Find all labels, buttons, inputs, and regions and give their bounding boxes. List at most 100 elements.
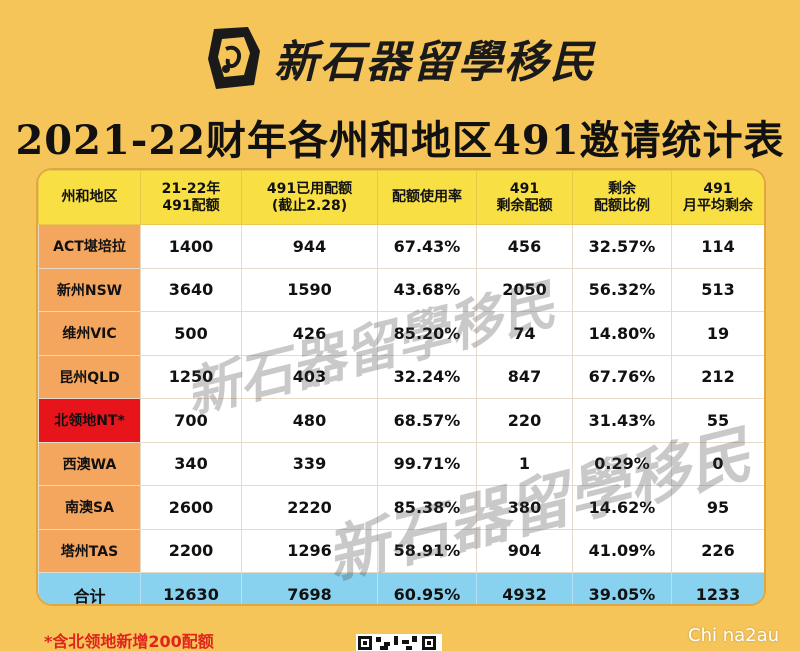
- table-body: ACT堪培拉 1400 944 67.43% 456 32.57% 114 新州NSW 3640…: [38, 224, 764, 573]
- total-cell: 39.05%: [572, 572, 672, 604]
- total-label: 合计: [38, 572, 141, 604]
- table-cell: 74: [476, 311, 573, 356]
- table-cell: 55: [671, 398, 764, 443]
- total-row: 合计 12630 7698 60.95% 4932 39.05% 1233: [38, 572, 764, 604]
- table-cell: 14.80%: [572, 311, 672, 356]
- table-cell: 340: [140, 441, 242, 486]
- region-cell: 维州VIC: [38, 311, 141, 356]
- column-header: 491已用配额 (截止2.28): [241, 170, 378, 225]
- table-cell: 32.57%: [572, 224, 672, 269]
- table-cell: 0: [671, 441, 764, 486]
- table-cell: 32.24%: [377, 354, 477, 399]
- header-row: 州和地区 21-22年 491配额 491已用配额 (截止2.28) 配额使用率 491 剩余…: [38, 170, 764, 225]
- table-cell: 19: [671, 311, 764, 356]
- table-cell: 700: [140, 398, 242, 443]
- column-header-line: 21-22年: [161, 180, 221, 197]
- table-row: 南澳SA 2600 2220 85.38% 380 14.62% 95: [38, 485, 764, 530]
- total-cell: 7698: [241, 572, 378, 604]
- table-cell: 3640: [140, 267, 242, 312]
- table-cell: 480: [241, 398, 378, 443]
- table-cell: 14.62%: [572, 485, 672, 530]
- table-cell: 31.43%: [572, 398, 672, 443]
- table-row: 西澳WA 340 339 99.71% 1 0.29% 0: [38, 441, 764, 486]
- brand-name: 新石器留學移民: [274, 37, 596, 88]
- table-cell: 85.38%: [377, 485, 477, 530]
- table-footer: 合计 12630 7698 60.95% 4932 39.05% 1233: [38, 572, 764, 604]
- column-header-line: 491已用配额: [266, 180, 353, 197]
- page-title: 2021-22财年各州和地区491邀请统计表: [15, 117, 785, 164]
- column-header-line: 491: [703, 180, 733, 197]
- table-cell: 2200: [140, 528, 242, 573]
- region-cell: 北领地NT*: [38, 398, 141, 443]
- table-cell: 85.20%: [377, 311, 477, 356]
- table-cell: 2600: [140, 485, 242, 530]
- stats-table-container: 州和地区 21-22年 491配额 491已用配额 (截止2.28) 配额使用率 491 剩余…: [38, 170, 764, 604]
- table-cell: 2220: [241, 485, 378, 530]
- table-cell: 847: [476, 354, 573, 399]
- stone-tool-logo-icon: [204, 25, 264, 91]
- footnote: *含北领地新增200配额: [44, 632, 214, 651]
- brand-header: 新石器留學移民: [0, 18, 800, 98]
- table-cell: 380: [476, 485, 573, 530]
- column-header-line: (截止2.28): [271, 197, 348, 214]
- column-header-line: 491: [509, 180, 540, 197]
- region-cell: 新州NSW: [38, 267, 141, 312]
- column-header: 州和地区: [38, 170, 141, 225]
- table-cell: 513: [671, 267, 764, 312]
- table-cell: 0.29%: [572, 441, 672, 486]
- column-header-line: 月平均剩余: [683, 197, 753, 214]
- column-header-line: 剩余: [608, 180, 636, 197]
- column-header-line: 配额比例: [594, 197, 650, 214]
- table-row: 塔州TAS 2200 1296 58.91% 904 41.09% 226: [38, 528, 764, 573]
- table-cell: 2050: [476, 267, 573, 312]
- total-cell: 1233: [671, 572, 764, 604]
- table-cell: 56.32%: [572, 267, 672, 312]
- column-header: 配额使用率: [377, 170, 477, 225]
- table-header: 州和地区 21-22年 491配额 491已用配额 (截止2.28) 配额使用率 491 剩余…: [38, 170, 764, 225]
- table-cell: 226: [671, 528, 764, 573]
- table-cell: 426: [241, 311, 378, 356]
- qr-code-icon: [356, 634, 442, 651]
- table-cell: 403: [241, 354, 378, 399]
- table-cell: 220: [476, 398, 573, 443]
- table-cell: 1: [476, 441, 573, 486]
- table-cell: 95: [671, 485, 764, 530]
- table-cell: 68.57%: [377, 398, 477, 443]
- table-cell: 114: [671, 224, 764, 269]
- source-credit: Chi na2au: [688, 625, 780, 646]
- table-cell: 1296: [241, 528, 378, 573]
- table-cell: 99.71%: [377, 441, 477, 486]
- table-row: 昆州QLD 1250 403 32.24% 847 67.76% 212: [38, 354, 764, 399]
- table-cell: 43.68%: [377, 267, 477, 312]
- column-header-line: 剩余配额: [496, 197, 553, 214]
- column-header-line: 491配额: [162, 197, 220, 214]
- region-cell: 南澳SA: [38, 485, 141, 530]
- column-header-line: 配额使用率: [392, 189, 462, 205]
- table-cell: 904: [476, 528, 573, 573]
- table-cell: 67.76%: [572, 354, 672, 399]
- table-cell: 944: [241, 224, 378, 269]
- table-cell: 41.09%: [572, 528, 672, 573]
- column-header: 491 剩余配额: [476, 170, 573, 225]
- table-cell: 456: [476, 224, 573, 269]
- table-cell: 1400: [140, 224, 242, 269]
- region-cell: 西澳WA: [38, 441, 141, 486]
- stats-table: 州和地区 21-22年 491配额 491已用配额 (截止2.28) 配额使用率 491 剩余…: [38, 170, 764, 604]
- table-row: 北领地NT* 700 480 68.57% 220 31.43% 55: [38, 398, 764, 443]
- table-cell: 67.43%: [377, 224, 477, 269]
- column-header-line: 州和地区: [61, 189, 118, 205]
- table-cell: 500: [140, 311, 242, 356]
- column-header: 21-22年 491配额: [140, 170, 242, 225]
- table-cell: 212: [671, 354, 764, 399]
- table-cell: 1250: [140, 354, 242, 399]
- region-cell: 昆州QLD: [38, 354, 141, 399]
- total-cell: 4932: [476, 572, 573, 604]
- region-cell: 塔州TAS: [38, 528, 141, 573]
- column-header: 剩余 配额比例: [572, 170, 672, 225]
- table-row: 维州VIC 500 426 85.20% 74 14.80% 19: [38, 311, 764, 356]
- table-cell: 1590: [241, 267, 378, 312]
- table-row: 新州NSW 3640 1590 43.68% 2050 56.32% 513: [38, 267, 764, 312]
- region-cell: ACT堪培拉: [38, 224, 141, 269]
- table-cell: 58.91%: [377, 528, 477, 573]
- column-header: 491 月平均剩余: [671, 170, 764, 225]
